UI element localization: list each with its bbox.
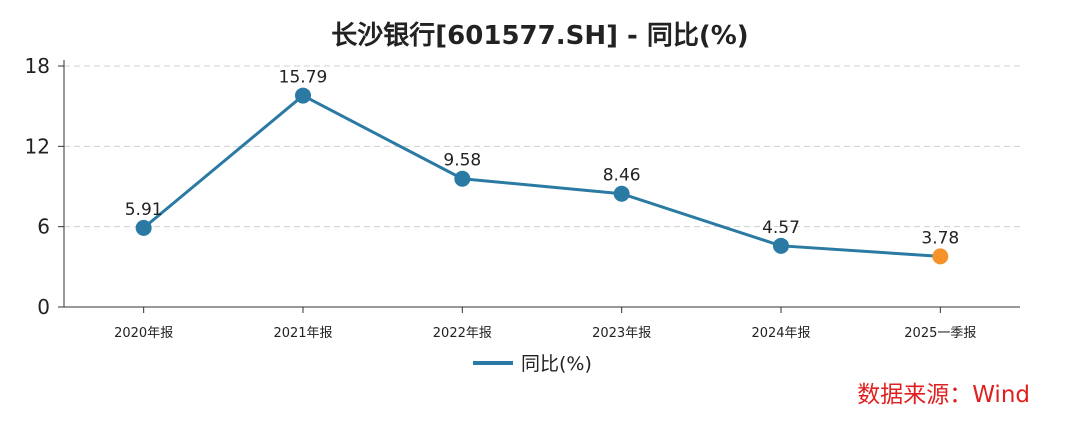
data-point: [932, 248, 949, 265]
x-tick-label: 2025一季报: [904, 326, 976, 341]
x-tick-label: 2023年报: [592, 326, 651, 341]
data-label: 8.46: [603, 166, 641, 186]
legend: 同比(%): [473, 353, 592, 375]
y-axis-ticks: 0 6 12 18: [25, 54, 64, 319]
data-points: [135, 87, 949, 265]
x-tick-label: 2021年报: [273, 326, 332, 341]
series-line: [142, 94, 941, 258]
y-tick-label: 0: [37, 295, 50, 319]
data-label: 9.58: [443, 151, 481, 171]
data-point: [135, 219, 152, 236]
chart-title: 长沙银行[601577.SH] - 同比(%): [331, 20, 748, 51]
y-tick-label: 18: [25, 54, 50, 78]
data-label: 15.79: [279, 68, 328, 88]
x-tick-label: 2024年报: [751, 326, 810, 341]
data-label: 3.78: [921, 228, 959, 248]
x-axis-ticks: 2020年报 2021年报 2022年报 2023年报 2024年报 2025一季报: [114, 307, 976, 341]
x-tick-label: 2022年报: [433, 326, 492, 341]
data-label: 5.91: [125, 200, 163, 220]
data-label: 4.57: [762, 218, 800, 238]
source-note: 数据来源：Wind: [857, 382, 1030, 408]
x-tick-label: 2020年报: [114, 326, 173, 341]
data-point: [295, 87, 311, 104]
data-point: [613, 185, 630, 202]
data-point: [454, 170, 471, 187]
y-tick-label: 12: [25, 134, 50, 158]
data-labels: 5.91 15.79 9.58 8.46 4.57 3.78: [125, 68, 960, 249]
y-tick-label: 6: [37, 215, 50, 239]
data-point: [773, 237, 789, 254]
gridlines: [64, 65, 1020, 228]
legend-label: 同比(%): [521, 353, 592, 375]
series-line-path: [142, 94, 941, 258]
axes: [63, 60, 1020, 308]
